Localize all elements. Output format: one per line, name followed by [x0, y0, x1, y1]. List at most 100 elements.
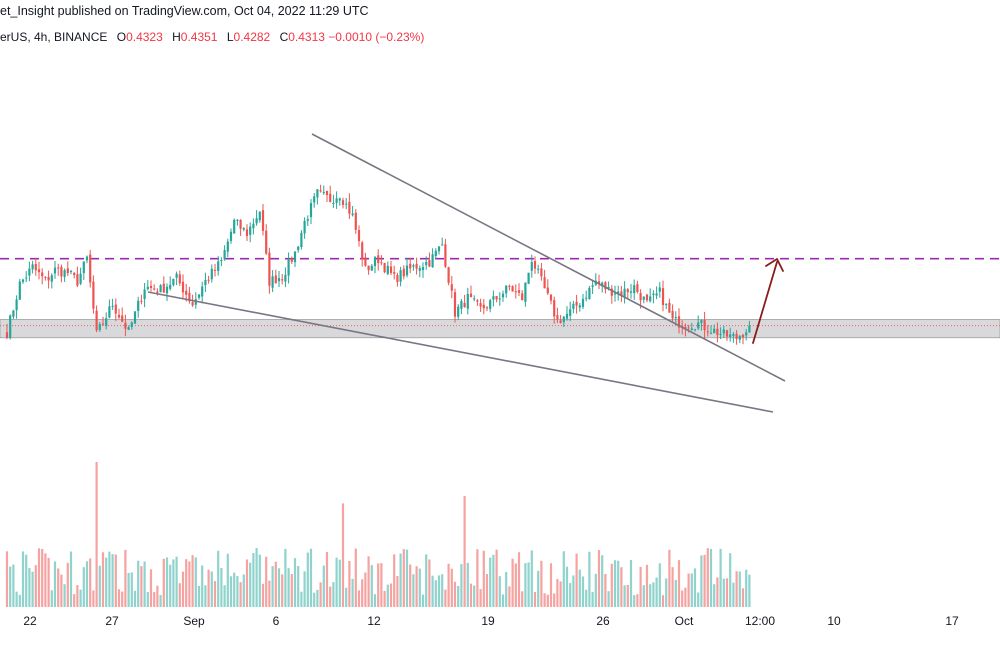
volume-bar — [178, 583, 181, 607]
candle-body — [281, 279, 284, 281]
candle-body — [89, 254, 92, 283]
volume-bar — [217, 550, 220, 607]
volume-bar — [95, 461, 98, 607]
candle-body — [329, 193, 332, 202]
candle-body — [117, 314, 121, 318]
volume-bar — [348, 560, 351, 607]
candle-body — [745, 332, 748, 336]
close-label: C — [279, 30, 289, 44]
volume-bar — [319, 582, 322, 607]
candle-body — [261, 210, 265, 231]
candle-body — [63, 270, 66, 277]
volume-bar — [146, 592, 149, 607]
candle-body — [69, 270, 73, 272]
volume-bar — [658, 563, 661, 607]
volume-bar — [460, 564, 463, 607]
candle-body — [626, 289, 629, 293]
volume-bar — [687, 573, 690, 607]
breakout-arrow[interactable] — [752, 258, 784, 344]
volume-bar — [681, 590, 684, 607]
candle-body — [450, 284, 453, 291]
candle-body — [495, 296, 498, 300]
lower-trendline[interactable] — [147, 291, 774, 413]
volume-bar — [265, 556, 268, 607]
candle-body — [162, 283, 165, 293]
candle-body — [348, 201, 351, 214]
candle-body — [719, 334, 722, 336]
volume-bar — [329, 586, 332, 607]
volume-bar — [530, 550, 533, 607]
x-tick-label: 22 — [23, 614, 37, 628]
volume-bar — [655, 577, 658, 607]
volume-bar — [524, 563, 527, 607]
volume-bar — [559, 581, 562, 607]
volume-bar — [473, 585, 476, 607]
volume-bar — [364, 572, 367, 607]
candle-body — [236, 219, 239, 221]
candle-body — [191, 302, 194, 306]
volume-bar — [453, 581, 457, 607]
candle-body — [25, 277, 28, 279]
volume-bar — [76, 585, 79, 607]
candle-body — [597, 281, 601, 284]
candle-body — [508, 285, 511, 287]
candle-body — [306, 218, 309, 221]
volume-bar — [543, 593, 546, 607]
candle-body — [402, 268, 405, 277]
trendlines-layer[interactable] — [147, 133, 786, 413]
candle-body — [31, 264, 34, 270]
candle-body — [709, 332, 713, 334]
candle-body — [345, 203, 348, 205]
upper-trendline[interactable] — [311, 133, 786, 382]
candle-body — [729, 334, 732, 338]
volume-bar — [549, 563, 553, 607]
candle-body — [613, 293, 617, 295]
volume-bar — [338, 559, 341, 607]
candle-body — [741, 334, 745, 338]
volume-bar — [556, 579, 559, 607]
candle-body — [511, 286, 514, 292]
candle-body — [367, 265, 370, 271]
candle-body — [156, 291, 159, 293]
volume-bar — [133, 590, 137, 607]
volume-bar — [255, 548, 258, 607]
volume-bar — [31, 571, 34, 607]
volume-bar — [428, 559, 431, 607]
open-label: O — [116, 30, 127, 44]
volume-bar — [239, 582, 242, 607]
volume-bar — [60, 574, 63, 607]
volume-bar — [620, 567, 623, 607]
volume-bar — [418, 568, 421, 607]
candle-body — [521, 293, 524, 301]
volume-bar — [633, 595, 636, 607]
candle-body — [687, 327, 690, 329]
volume-bar — [415, 566, 418, 607]
candle-body — [66, 268, 69, 274]
volume-bar — [735, 571, 738, 607]
volume-bar — [719, 548, 722, 607]
volume-bar — [229, 576, 233, 607]
volume-bar — [706, 548, 709, 607]
volume-bar — [652, 582, 655, 607]
volume-bar — [197, 585, 201, 607]
candle-body — [479, 303, 482, 307]
candle-body — [325, 190, 329, 195]
candle-body — [153, 288, 156, 290]
candle-body — [172, 278, 175, 286]
candle-body — [415, 263, 418, 269]
candle-body — [437, 246, 441, 252]
volume-bar — [610, 563, 613, 607]
candle-body — [562, 316, 565, 323]
volume-bar — [665, 578, 668, 607]
support-zone-layer — [0, 319, 1000, 339]
candle-body — [703, 319, 706, 331]
volume-bar — [613, 560, 617, 607]
volume-bar — [623, 585, 626, 607]
volume-bar — [223, 585, 226, 607]
volume-bar — [597, 550, 601, 607]
candle-body — [444, 244, 447, 267]
volume-bar — [537, 570, 540, 607]
candle-body — [57, 267, 60, 269]
candle-body — [313, 196, 316, 203]
